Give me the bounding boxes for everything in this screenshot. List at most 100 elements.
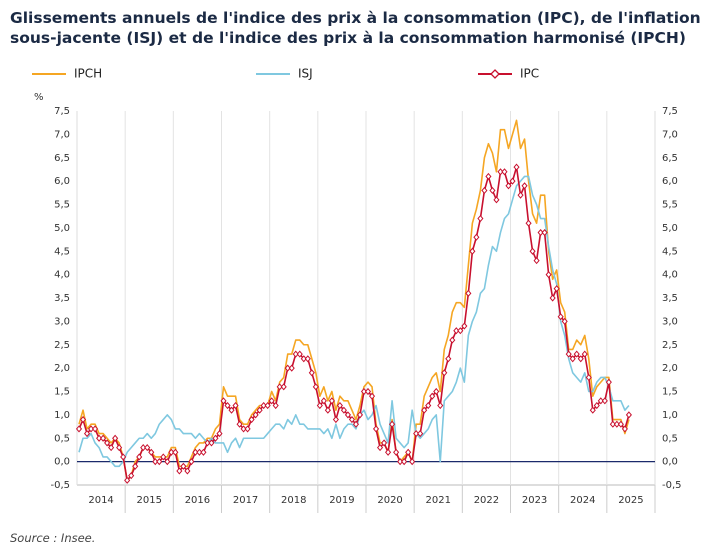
data-point: [288, 364, 295, 372]
data-point: [485, 172, 492, 181]
data-point: [593, 401, 600, 410]
y2-tick-label: 1,5: [662, 387, 678, 398]
source-note: Source : Insee.: [10, 531, 96, 545]
data-point: [429, 392, 436, 400]
data-point: [381, 439, 388, 447]
data-point: [549, 294, 556, 302]
data-point: [405, 448, 412, 456]
data-point: [208, 439, 215, 447]
y2-tick-label: 3,0: [662, 316, 678, 327]
data-point: [304, 355, 311, 363]
y2-tick-label: 5,0: [662, 223, 678, 234]
legend-label: IPCH: [74, 67, 102, 81]
data-point: [368, 392, 376, 400]
data-point: [240, 425, 247, 433]
data-point: [573, 350, 580, 358]
data-point: [376, 444, 384, 452]
data-point: [413, 430, 420, 438]
data-point: [136, 453, 143, 461]
data-point: [196, 448, 203, 456]
y2-tick-label: 3,5: [662, 293, 678, 304]
data-point: [124, 476, 131, 484]
data-point: [497, 168, 504, 176]
data-point: [505, 182, 512, 190]
data-point: [224, 401, 231, 410]
data-point: [581, 350, 588, 358]
data-point: [493, 196, 500, 204]
data-point: [553, 285, 560, 293]
data-point: [96, 434, 103, 442]
data-point: [437, 401, 444, 410]
y-axis-label: %: [34, 92, 44, 103]
data-point: [308, 369, 315, 377]
x-tick-label: 2024: [570, 495, 595, 506]
data-point: [324, 406, 331, 414]
data-point: [116, 444, 123, 452]
data-point: [180, 462, 187, 470]
data-point: [453, 327, 460, 335]
data-point: [421, 406, 428, 414]
data-point: [268, 397, 275, 405]
x-tick-label: 2022: [474, 495, 499, 506]
data-point: [340, 406, 347, 414]
data-point: [252, 411, 259, 419]
data-point: [316, 401, 323, 410]
data-point: [232, 401, 239, 410]
y-tick-label: 1,0: [54, 410, 70, 421]
series-line: [78, 119, 630, 482]
data-point: [393, 448, 400, 456]
data-point: [477, 214, 484, 223]
data-point: [364, 387, 372, 396]
data-point: [509, 177, 516, 185]
data-point: [609, 420, 616, 428]
data-point: [565, 350, 572, 358]
y-tick-label: 3,0: [54, 316, 70, 327]
x-tick-label: 2015: [137, 495, 162, 506]
data-point: [513, 163, 520, 171]
data-point: [613, 420, 620, 428]
data-point: [449, 336, 456, 344]
y2-tick-label: 4,5: [662, 246, 678, 257]
data-point: [228, 406, 235, 414]
data-point: [585, 373, 592, 382]
data-point: [537, 228, 544, 237]
y2-tick-label: 4,0: [662, 270, 678, 281]
y-tick-label: 5,0: [54, 223, 70, 234]
data-point: [332, 415, 339, 424]
x-tick-label: 2023: [522, 495, 547, 506]
series-line: [78, 175, 630, 468]
y-tick-label: 2,5: [54, 340, 70, 351]
data-point: [401, 458, 408, 466]
y2-tick-label: 6,5: [662, 153, 678, 164]
data-point: [200, 448, 207, 456]
x-tick-label: 2014: [88, 495, 113, 506]
data-point: [320, 397, 327, 405]
data-point: [557, 313, 564, 321]
data-point: [621, 425, 628, 433]
y-tick-label: 4,0: [54, 270, 70, 281]
data-point: [461, 322, 468, 330]
data-point: [589, 406, 596, 414]
legend-marker: [490, 69, 500, 79]
data-point: [344, 411, 351, 419]
y-tick-label: 3,5: [54, 293, 70, 304]
data-point: [248, 415, 255, 424]
data-point: [481, 186, 488, 195]
data-point: [465, 289, 472, 297]
data-point: [92, 425, 99, 433]
data-point: [272, 401, 279, 410]
data-point: [244, 425, 251, 433]
data-point: [120, 453, 127, 461]
chart-title: Glissements annuels de l'indice des prix…: [10, 9, 701, 47]
data-point: [204, 439, 211, 447]
y2-tick-label: 6,0: [662, 176, 678, 187]
data-point: [164, 458, 171, 466]
data-point: [625, 411, 632, 419]
data-point: [417, 430, 424, 438]
data-point: [216, 430, 223, 438]
data-point: [336, 401, 343, 410]
y2-tick-label: 2,0: [662, 363, 678, 374]
data-point: [87, 425, 95, 433]
data-point: [184, 467, 191, 475]
